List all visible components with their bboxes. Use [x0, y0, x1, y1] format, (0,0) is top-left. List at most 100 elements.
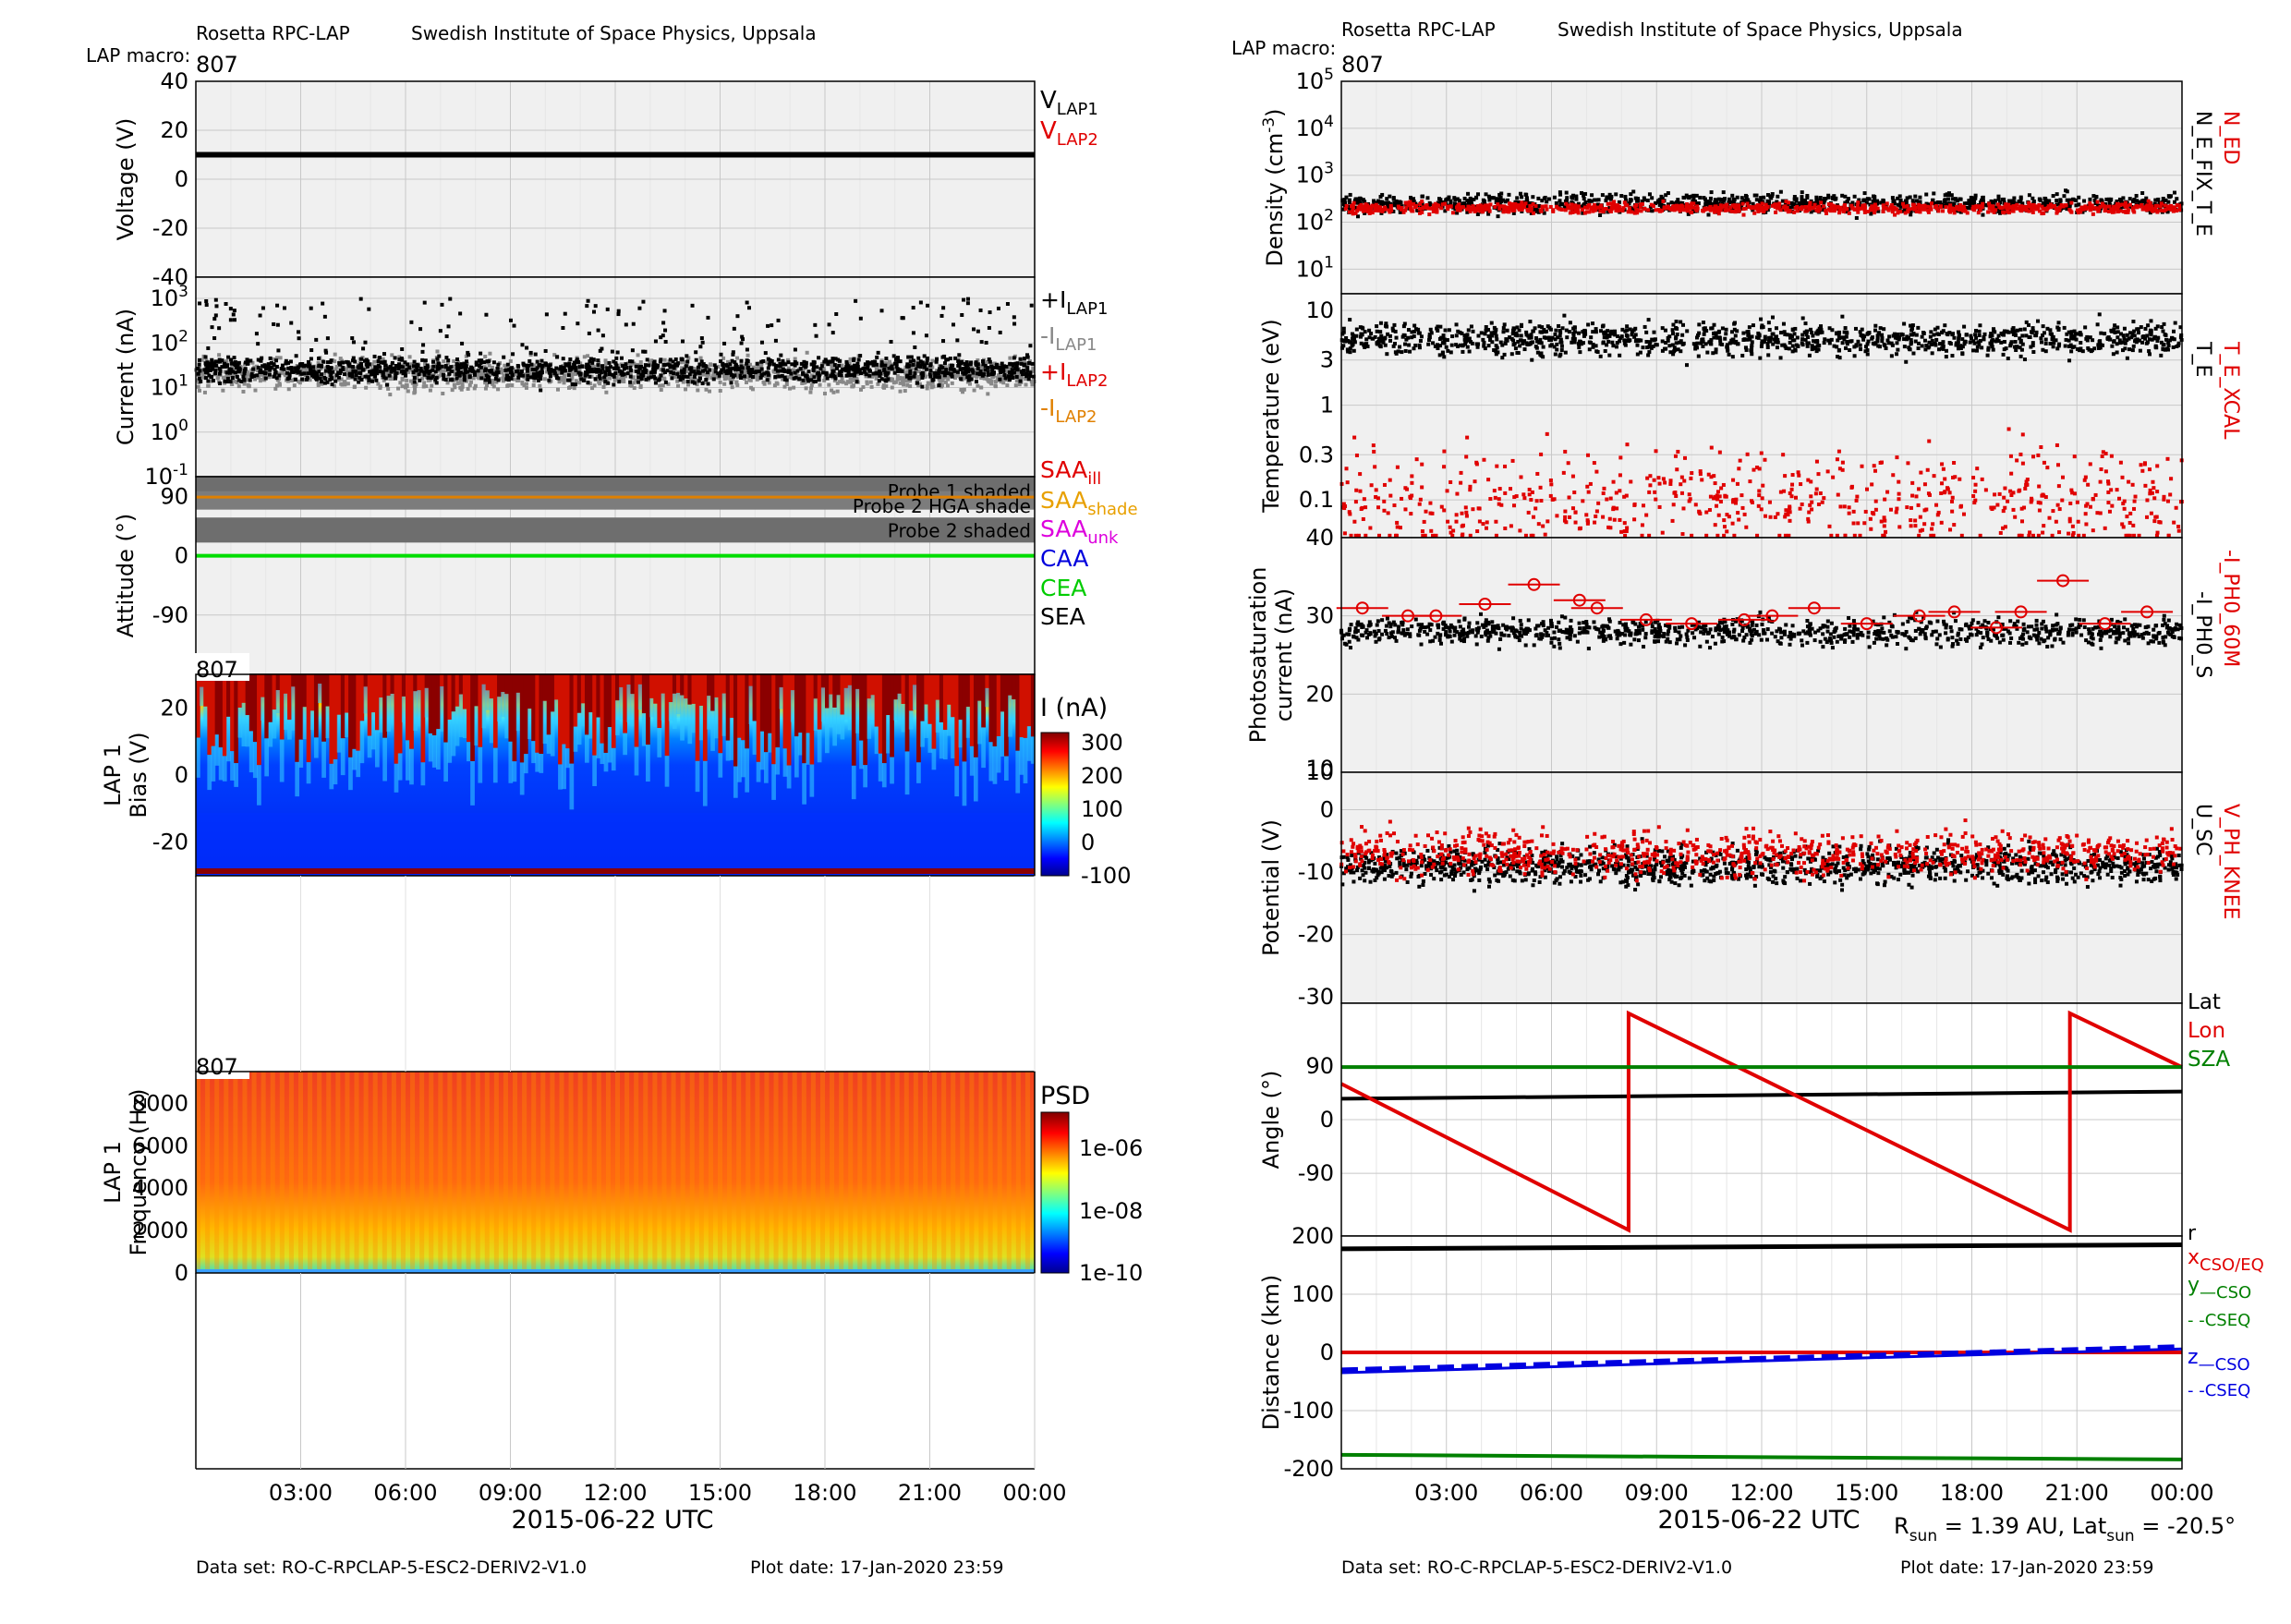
spectrogram-column [998, 1072, 1002, 1273]
spectrogram-column [585, 674, 589, 734]
data-point [573, 386, 576, 390]
spectrogram-column [233, 1072, 237, 1273]
data-point [605, 366, 609, 370]
data-point [940, 314, 944, 318]
data-point [444, 365, 448, 369]
data-point [363, 375, 367, 379]
spectrogram-column [966, 707, 971, 738]
data-point [525, 346, 528, 350]
spectrogram-column [452, 674, 456, 711]
spectrogram-column [390, 694, 394, 723]
data-point [955, 338, 959, 342]
data-point [1001, 370, 1005, 373]
data-point [1524, 193, 1528, 197]
spectrogram-column [543, 701, 548, 744]
data-point [383, 360, 387, 364]
data-point [739, 376, 743, 380]
data-point [1008, 370, 1012, 374]
data-point [430, 376, 433, 380]
spectrogram-column [215, 734, 220, 766]
data-point [1727, 198, 1731, 201]
data-point [1938, 200, 1942, 204]
data-point [992, 371, 996, 375]
data-point [510, 383, 514, 387]
spectrogram-column [764, 1072, 769, 1273]
data-point [919, 300, 923, 304]
data-point [596, 363, 600, 367]
spectrogram-column [1012, 699, 1016, 721]
spectrogram-column [783, 748, 788, 777]
data-point [952, 322, 955, 326]
data-point [975, 380, 978, 383]
spectrogram-column [798, 674, 803, 733]
data-point [598, 375, 601, 379]
spectrogram-column [540, 1072, 545, 1273]
data-point [279, 356, 283, 359]
data-point [228, 371, 232, 375]
data-point [363, 341, 367, 345]
spectrogram-column [516, 674, 521, 693]
data-point [1570, 195, 1573, 199]
data-point [2055, 192, 2059, 196]
data-point [950, 373, 953, 377]
spectrogram-column [592, 674, 597, 756]
spectrogram-column [261, 1072, 266, 1273]
data-point [418, 372, 421, 376]
data-point [206, 346, 210, 350]
spectrogram-column [504, 674, 509, 694]
data-point [866, 360, 869, 364]
spectrogram-column [821, 674, 826, 687]
data-point [538, 363, 541, 367]
spectrogram-column [364, 674, 369, 686]
data-point [1531, 195, 1534, 199]
spectrogram-column [809, 764, 814, 796]
data-point [281, 364, 285, 368]
data-point [450, 378, 454, 382]
spectrogram-column [421, 674, 426, 762]
data-point [750, 368, 754, 371]
data-point [1856, 200, 1860, 204]
data-point [468, 374, 472, 378]
data-point [1741, 202, 1745, 206]
spectrogram-column [261, 697, 265, 721]
data-point [321, 302, 324, 306]
spectrogram-column [373, 1072, 378, 1273]
data-point [740, 342, 744, 345]
data-point [930, 359, 934, 363]
data-point [792, 386, 795, 390]
spectrogram-column [859, 674, 864, 741]
data-point [1988, 204, 1992, 208]
data-point [488, 364, 491, 368]
data-point [246, 362, 249, 366]
spectrogram-column [798, 733, 803, 755]
spectrogram-column [425, 674, 430, 688]
spectrogram-column [543, 674, 548, 701]
data-point [572, 363, 576, 367]
data-point [1491, 196, 1495, 200]
colorbar-tick: 0 [1081, 830, 1095, 855]
data-point [765, 370, 769, 374]
spectrogram-column [352, 674, 357, 749]
data-point [203, 391, 207, 394]
spectrogram-column [714, 674, 719, 697]
data-point [923, 354, 927, 358]
spectrogram-column [793, 1072, 797, 1273]
data-point [1664, 193, 1667, 197]
data-point [951, 364, 954, 368]
data-point [549, 374, 552, 378]
data-point [382, 352, 386, 356]
data-point [835, 367, 839, 370]
spectrogram-column [522, 1072, 527, 1273]
data-point [700, 359, 704, 363]
data-point [306, 371, 309, 375]
data-point [1944, 193, 1947, 197]
data-point [1814, 196, 1818, 200]
data-point [382, 375, 385, 379]
spectrogram-column [276, 690, 281, 713]
data-point [731, 353, 734, 357]
data-point [364, 386, 368, 390]
data-point [473, 373, 477, 377]
spectrogram-column [280, 1072, 285, 1273]
data-point [1420, 195, 1424, 199]
